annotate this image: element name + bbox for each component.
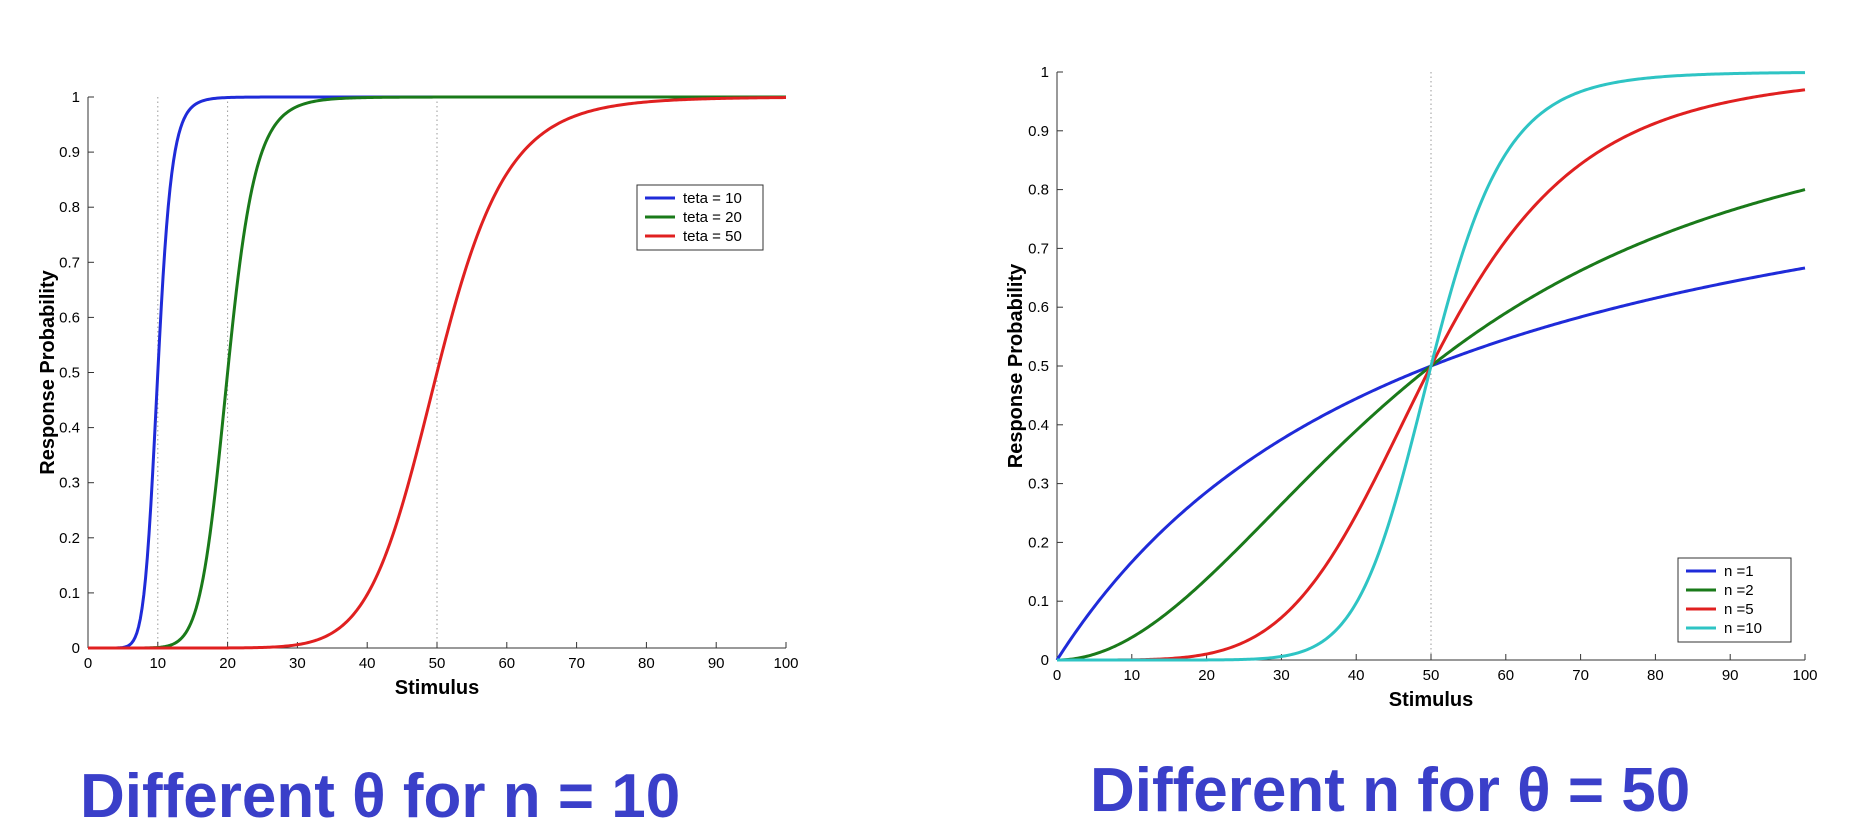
x-axis-title: Stimulus [395,677,479,699]
x-tick-label: 80 [638,655,655,672]
y-tick-label: 0.1 [1028,593,1049,610]
x-tick-label: 40 [1348,667,1365,684]
legend: teta = 10 teta = 20 teta = 50 [636,184,764,251]
x-tick-label: 100 [773,655,798,672]
y-tick-label: 0.3 [59,475,80,492]
legend-label: teta = 50 [683,228,742,245]
chart-left: 0 10 20 30 40 50 60 70 80 90 100 0 0.1 0.2 0.3 0.4 0.5 0.… [37,89,799,699]
x-tick-label: 20 [1198,667,1215,684]
chart-right: 0 10 20 30 40 50 60 70 80 90 100 0 0.1 0.2 0.3 0.4 0.5 0.… [1005,64,1818,711]
x-tick-label: 90 [708,655,725,672]
y-tick-label: 0.2 [1028,534,1049,551]
x-tick-label: 50 [1423,667,1440,684]
y-tick-label: 1 [1041,64,1049,81]
x-tick-label: 70 [1572,667,1589,684]
y-tick-label: 1 [72,89,80,106]
y-tick-label: 0.4 [1028,417,1049,434]
y-tick-label: 0 [72,640,80,657]
x-tick-label: 30 [1273,667,1290,684]
legend-label: teta = 20 [683,209,742,226]
y-tick-label: 0.9 [59,144,80,161]
y-tick-label: 0.3 [1028,476,1049,493]
series-line-4 [1057,71,1806,662]
y-tick-label: 0.1 [59,585,80,602]
y-tick-label: 0 [1041,652,1049,669]
y-tick-label: 0.9 [1028,123,1049,140]
y-tick-label: 0.5 [1028,358,1049,375]
x-tick-label: 90 [1722,667,1739,684]
x-tick-label: 60 [1497,667,1514,684]
x-tick-label: 0 [84,655,92,672]
y-tick-label: 0.6 [59,309,80,326]
legend-label: teta = 10 [683,190,742,207]
y-tick-label: 0.4 [59,420,80,437]
x-tick-label: 0 [1053,667,1061,684]
x-tick-label: 80 [1647,667,1664,684]
caption-left: Different θ for n = 10 [80,762,681,831]
x-tick-label: 50 [429,655,446,672]
x-tick-label: 10 [1123,667,1140,684]
legend: n =1 n =2 n =5 n =10 [1677,557,1792,643]
series-line-3 [88,96,787,650]
y-tick-label: 0.8 [1028,182,1049,199]
x-tick-label: 60 [498,655,515,672]
y-tick-label: 0.2 [59,530,80,547]
y-tick-label: 0.7 [1028,240,1049,257]
y-tick-label: 0.7 [59,254,80,271]
legend-label: n =5 [1724,601,1754,618]
x-tick-label: 10 [149,655,166,672]
x-tick-label: 70 [568,655,585,672]
legend-label: n =1 [1724,563,1754,580]
y-tick-label: 0.5 [59,365,80,382]
x-tick-label: 40 [359,655,376,672]
y-tick-label: 0.8 [59,199,80,216]
x-tick-label: 20 [219,655,236,672]
x-tick-label: 30 [289,655,306,672]
y-tick-label: 0.6 [1028,299,1049,316]
caption-right: Different n for θ = 50 [1090,756,1691,825]
legend-label: n =10 [1724,620,1762,637]
y-axis-title: Response Probability [1005,263,1027,468]
y-axis-title: Response Probability [37,269,59,474]
series-line-2 [88,95,786,650]
legend-label: n =2 [1724,582,1754,599]
x-axis-title: Stimulus [1389,689,1473,711]
x-tick-label: 100 [1792,667,1817,684]
